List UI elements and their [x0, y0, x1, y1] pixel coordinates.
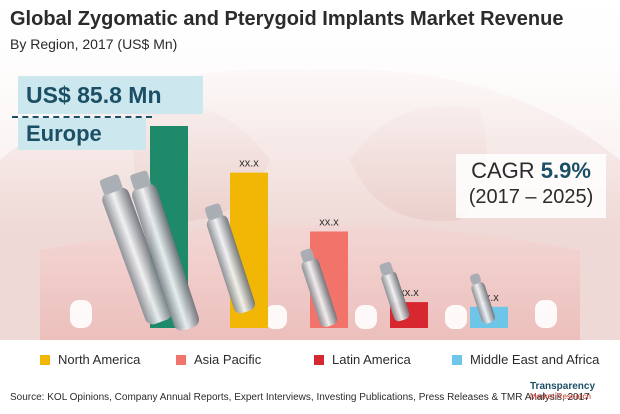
implant-screws-illustration [99, 170, 495, 331]
highlight-region-label: Europe [18, 118, 146, 150]
legend-label: North America [58, 352, 141, 367]
cagr-line: CAGR 5.9% [456, 158, 606, 184]
legend-item-asia-pacific: Asia Pacific [176, 352, 261, 367]
legend-swatch [176, 355, 186, 365]
chart-subtitle: By Region, 2017 (US$ Mn) [10, 36, 178, 52]
legend-label: Middle East and Africa [470, 352, 600, 367]
cagr-period: (2017 – 2025) [468, 186, 594, 208]
callout-divider [12, 116, 152, 118]
logo-wordmark: Transparency [530, 381, 596, 392]
logo-subline: Market Research [530, 392, 591, 401]
legend-swatch [314, 355, 324, 365]
legend-item-north-america: North America [40, 352, 140, 367]
bar-value-label: xx.x [239, 158, 259, 170]
legend: North America Asia Pacific Latin America… [0, 352, 620, 372]
legend-item-latin-america: Latin America [314, 352, 411, 367]
bar-value-label: xx.x [399, 287, 419, 299]
brand-logo: Transparency Market Research [530, 381, 612, 411]
cagr-value: 5.9% [540, 158, 591, 183]
legend-swatch [452, 355, 462, 365]
legend-label: Asia Pacific [194, 352, 262, 367]
legend-item-middle-east-africa: Middle East and Africa [452, 352, 599, 367]
highlight-value: US$ 85.8 Mn [18, 76, 203, 114]
legend-label: Latin America [332, 352, 411, 367]
cagr-box: CAGR 5.9% (2017 – 2025) [456, 154, 606, 218]
bar-value-label: xx.x [319, 216, 339, 228]
chart-title: Global Zygomatic and Pterygoid Implants … [10, 8, 564, 30]
legend-swatch [40, 355, 50, 365]
cagr-prefix: CAGR [471, 158, 535, 183]
source-note: Source: KOL Opinions, Company Annual Rep… [10, 392, 590, 403]
